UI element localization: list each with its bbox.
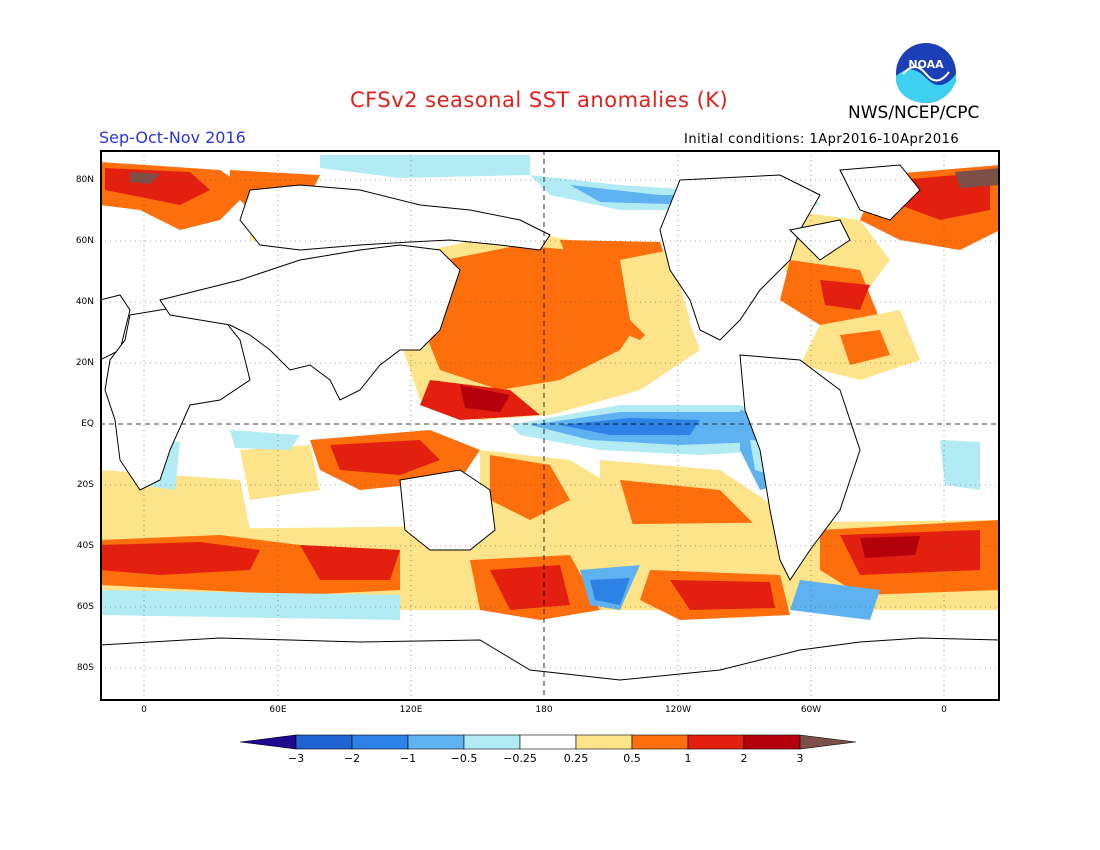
graticule — [100, 150, 1000, 701]
lon-label: 0 — [941, 705, 947, 715]
colorbar-tick-label: −2 — [343, 752, 361, 765]
colorbar-boxes — [240, 734, 857, 750]
noaa-logo: NOAA — [896, 43, 956, 103]
colorbar-tick-label: −0.5 — [450, 752, 478, 765]
coastlines — [100, 164, 1000, 701]
colorbar-tick-label: −1 — [399, 752, 417, 765]
colorbar-triangle-low — [240, 734, 297, 750]
map-frame — [100, 150, 1000, 701]
lat-label: 60S — [76, 602, 94, 612]
lat-label: 80N — [75, 175, 94, 185]
lat-label: 40S — [76, 541, 94, 551]
lon-label: 120E — [399, 705, 423, 715]
lat-label: 80S — [76, 663, 94, 673]
lon-label: 0 — [141, 705, 147, 715]
lat-label: EQ — [81, 419, 94, 429]
colorbar-box — [295, 734, 353, 750]
colorbar-box — [687, 734, 745, 750]
lat-label: 60N — [75, 236, 94, 246]
title: CFSv2 seasonal SST anomalies (K) — [350, 88, 729, 112]
colorbar-tick-label: 0.5 — [623, 752, 641, 765]
colorbar-tick-label: 0.25 — [563, 752, 589, 765]
lon-label: 120W — [664, 705, 692, 715]
lon-label: 60W — [800, 705, 822, 715]
colorbar-box — [631, 734, 689, 750]
colorbar-tick-label: 1 — [684, 752, 692, 765]
initial-conditions-label: Initial conditions: 1Apr2016-10Apr2016 — [684, 132, 960, 147]
season-label: Sep-Oct-Nov 2016 — [99, 128, 246, 147]
colorbar-box — [463, 734, 521, 750]
logo-text: NOAA — [908, 58, 944, 71]
lat-label: 20N — [75, 358, 94, 368]
org-label: NWS/NCEP/CPC — [848, 103, 980, 123]
colorbar-tick-label: −3 — [287, 752, 305, 765]
colorbar-box — [351, 734, 409, 750]
colorbar-box — [407, 734, 465, 750]
colorbar-tick-label: 3 — [796, 752, 804, 765]
colorbar-box — [519, 734, 577, 750]
anomaly-field — [100, 155, 1000, 620]
lon-label: 180 — [535, 705, 553, 715]
colorbar-box — [575, 734, 633, 750]
colorbar — [240, 734, 857, 750]
colorbar-box — [743, 734, 801, 750]
lat-label: 40N — [75, 297, 94, 307]
sst-anomaly-map — [100, 150, 1000, 701]
lon-label: 60E — [269, 705, 287, 715]
reference-lines — [100, 150, 1000, 701]
lat-label: 20S — [76, 480, 94, 490]
colorbar-tick-label: 2 — [740, 752, 748, 765]
colorbar-triangle-high — [799, 734, 857, 750]
colorbar-tick-label: −0.25 — [503, 752, 537, 765]
